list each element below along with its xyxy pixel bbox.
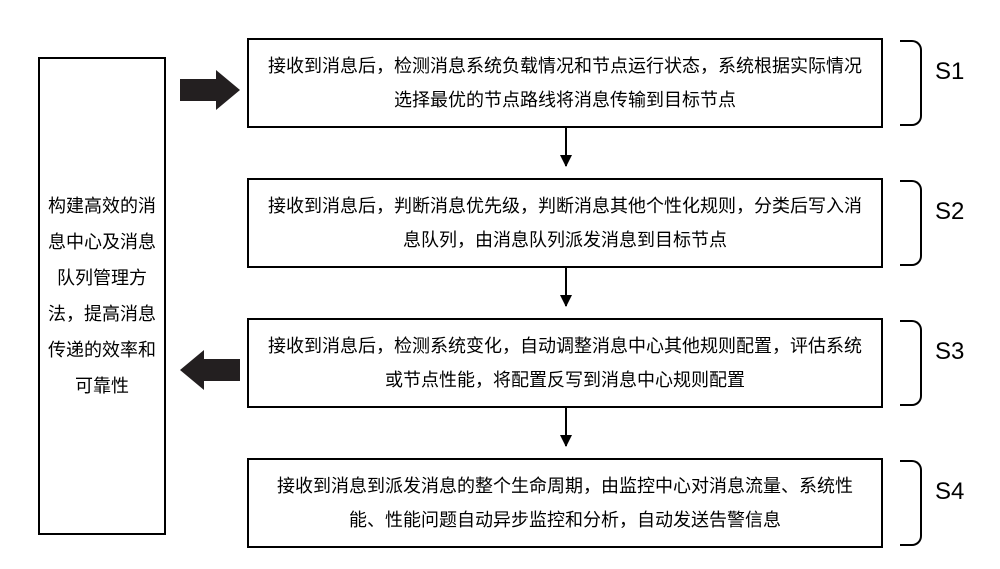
- step-text: 接收到消息后，判断消息优先级，判断消息其他个性化规则，分类后写入消息队列，由消息…: [263, 189, 867, 257]
- bracket-icon: [900, 320, 922, 406]
- arrow-left-icon: [180, 350, 240, 390]
- step-text: 接收到消息到派发消息的整个生命周期，由监控中心对消息流量、系统性能、性能问题自动…: [263, 469, 867, 537]
- step-label-s1: S1: [935, 58, 964, 86]
- arrow-right-icon: [180, 70, 240, 110]
- step-text: 接收到消息后，检测系统变化，自动调整消息中心其他规则配置，评估系统或节点性能，将…: [263, 329, 867, 397]
- step-label-s2: S2: [935, 198, 964, 226]
- bracket-icon: [900, 180, 922, 266]
- bracket-icon: [900, 40, 922, 126]
- down-arrow-icon: [565, 128, 567, 166]
- step-label-s4: S4: [935, 478, 964, 506]
- down-arrow-icon: [565, 408, 567, 446]
- step-box-s2: 接收到消息后，判断消息优先级，判断消息其他个性化规则，分类后写入消息队列，由消息…: [247, 178, 883, 268]
- bracket-icon: [900, 460, 922, 546]
- flowchart-container: 构建高效的消息中心及消息队列管理方法，提高消息传递的效率和可靠性 接收到消息后，…: [0, 0, 1000, 569]
- down-arrow-icon: [565, 268, 567, 306]
- objective-text: 构建高效的消息中心及消息队列管理方法，提高消息传递的效率和可靠性: [48, 188, 156, 404]
- step-box-s4: 接收到消息到派发消息的整个生命周期，由监控中心对消息流量、系统性能、性能问题自动…: [247, 458, 883, 548]
- step-box-s1: 接收到消息后，检测消息系统负载情况和节点运行状态，系统根据实际情况选择最优的节点…: [247, 38, 883, 128]
- step-box-s3: 接收到消息后，检测系统变化，自动调整消息中心其他规则配置，评估系统或节点性能，将…: [247, 318, 883, 408]
- objective-box: 构建高效的消息中心及消息队列管理方法，提高消息传递的效率和可靠性: [38, 57, 166, 535]
- step-text: 接收到消息后，检测消息系统负载情况和节点运行状态，系统根据实际情况选择最优的节点…: [263, 49, 867, 117]
- step-label-s3: S3: [935, 338, 964, 366]
